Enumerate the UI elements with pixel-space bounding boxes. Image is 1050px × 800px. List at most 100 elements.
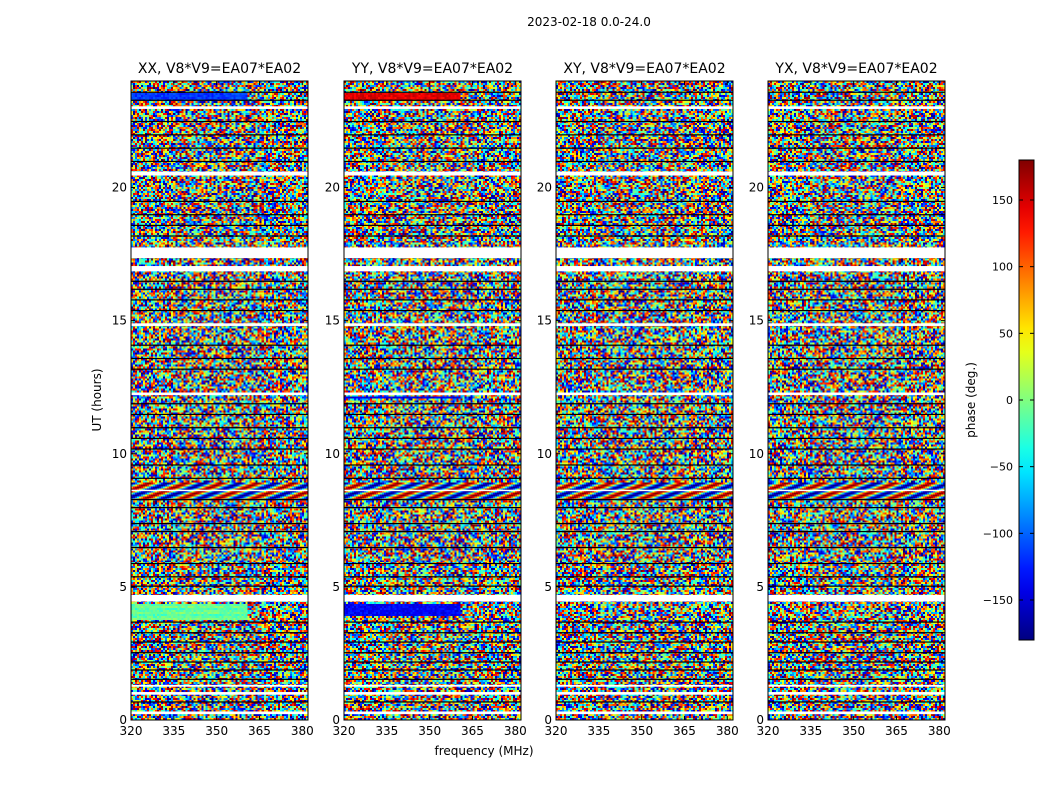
panel-3: XY, V8*V9=EA07*EA02 320 335 350 365 380 0 5 10 15… bbox=[537, 61, 739, 738]
flag-band bbox=[131, 247, 308, 259]
flag-band bbox=[344, 247, 521, 259]
flag-line bbox=[131, 576, 308, 578]
flag-line bbox=[131, 562, 308, 565]
flag-line bbox=[768, 499, 945, 501]
flag-line bbox=[768, 448, 945, 450]
x-tick-label: 365 bbox=[885, 724, 908, 738]
flag-line bbox=[556, 522, 733, 525]
x-tick-label: 320 bbox=[545, 724, 568, 738]
flag-line bbox=[344, 641, 521, 643]
flag-line bbox=[768, 522, 945, 525]
x-tick-label: 350 bbox=[418, 724, 441, 738]
flag-band bbox=[768, 711, 945, 715]
flag-line bbox=[556, 91, 733, 93]
flag-line bbox=[344, 368, 521, 370]
flag-line bbox=[556, 134, 733, 136]
flag-line bbox=[344, 437, 521, 439]
flag-line bbox=[768, 200, 945, 203]
panel-title: YX, V8*V9=EA07*EA02 bbox=[774, 61, 937, 77]
flag-line bbox=[344, 235, 521, 237]
flag-line bbox=[131, 437, 308, 439]
flag-line bbox=[556, 437, 733, 439]
y-tick-label: 15 bbox=[325, 314, 340, 328]
flag-line bbox=[344, 632, 521, 634]
flag-band bbox=[768, 692, 945, 695]
panel-frame bbox=[130, 80, 309, 721]
flag-line bbox=[344, 160, 521, 163]
x-axis-label: frequency (MHz) bbox=[434, 744, 533, 758]
flag-line bbox=[131, 632, 308, 634]
flag-line bbox=[768, 621, 945, 623]
flag-line bbox=[768, 357, 945, 360]
heatmap-image bbox=[556, 81, 733, 720]
flag-line bbox=[768, 576, 945, 578]
flag-line bbox=[768, 214, 945, 216]
flag-band bbox=[556, 323, 733, 326]
flag-line bbox=[131, 530, 308, 533]
flag-line bbox=[556, 585, 733, 587]
flag-band bbox=[131, 594, 308, 602]
flag-line bbox=[768, 427, 945, 429]
flag-line bbox=[768, 309, 945, 312]
flag-line bbox=[344, 280, 521, 282]
flag-line bbox=[131, 678, 308, 680]
x-tick-label: 350 bbox=[630, 724, 653, 738]
flag-line bbox=[768, 585, 945, 587]
y-tick-label: 15 bbox=[112, 314, 127, 328]
panels: XX, V8*V9=EA07*EA02 320 335 350 365 380 0 5 10 15… bbox=[112, 61, 951, 738]
flag-line bbox=[768, 413, 945, 416]
flag-band bbox=[344, 392, 521, 396]
flag-line bbox=[131, 280, 308, 282]
flag-line bbox=[556, 403, 733, 405]
flag-band bbox=[768, 171, 945, 176]
flag-line bbox=[131, 147, 308, 149]
heatmap-image bbox=[131, 81, 308, 720]
flag-line bbox=[344, 288, 521, 290]
flag-line bbox=[768, 224, 945, 226]
flag-line bbox=[556, 427, 733, 429]
colorbar-tick-label: 100 bbox=[992, 261, 1013, 274]
y-tick-label: 5 bbox=[332, 580, 340, 594]
flag-line bbox=[344, 427, 521, 429]
x-tick-label: 380 bbox=[928, 724, 951, 738]
x-tick-label: 365 bbox=[461, 724, 484, 738]
colorbar-tick-label: −150 bbox=[983, 594, 1013, 607]
flag-line bbox=[131, 661, 308, 663]
x-tick-label: 380 bbox=[291, 724, 314, 738]
panel-title: YY, V8*V9=EA07*EA02 bbox=[351, 61, 513, 77]
flag-line bbox=[131, 546, 308, 549]
flag-line bbox=[344, 214, 521, 216]
flag-band bbox=[768, 392, 945, 396]
flag-line bbox=[131, 413, 308, 416]
flag-line bbox=[556, 632, 733, 634]
flag-line bbox=[344, 134, 521, 136]
flag-band bbox=[556, 171, 733, 176]
colorbar-tick-label: 0 bbox=[1006, 394, 1013, 407]
flag-line bbox=[556, 99, 733, 101]
flag-line bbox=[556, 678, 733, 680]
flag-line bbox=[131, 200, 308, 203]
flag-line bbox=[344, 309, 521, 312]
flag-line bbox=[768, 344, 945, 346]
x-tick-label: 335 bbox=[375, 724, 398, 738]
panel-2: YY, V8*V9=EA07*EA02 320 335 350 365 380 0 5 10 15… bbox=[325, 61, 527, 738]
flag-line bbox=[768, 437, 945, 439]
y-tick-label: 20 bbox=[112, 181, 127, 195]
flag-band bbox=[768, 489, 945, 492]
flag-line bbox=[768, 134, 945, 136]
flag-band bbox=[344, 684, 521, 687]
flag-line bbox=[344, 621, 521, 623]
flag-line bbox=[131, 585, 308, 587]
flag-band bbox=[131, 392, 308, 396]
flag-band bbox=[131, 106, 308, 109]
flag-band bbox=[556, 684, 733, 687]
colorbar-label: phase (deg.) bbox=[964, 362, 978, 438]
flag-line bbox=[344, 357, 521, 360]
flag-line bbox=[131, 99, 308, 101]
flag-band bbox=[556, 106, 733, 109]
flag-line bbox=[556, 288, 733, 290]
flag-line bbox=[556, 621, 733, 623]
flag-line bbox=[344, 652, 521, 654]
flag-line bbox=[344, 530, 521, 533]
flag-band bbox=[344, 171, 521, 176]
